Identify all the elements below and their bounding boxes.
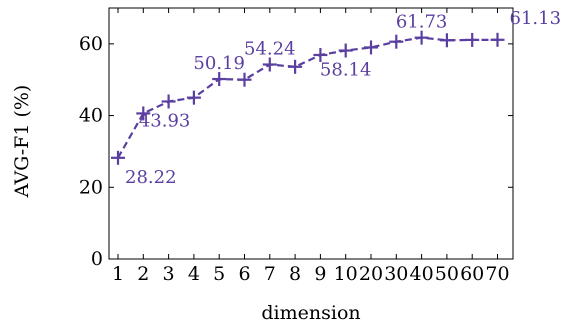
x-axis-title: dimension — [261, 302, 360, 324]
data-point-marker — [313, 47, 328, 62]
x-tick-label: 40 — [410, 263, 434, 285]
x-tick-label: 60 — [460, 263, 484, 285]
data-label: 61.73 — [396, 12, 448, 33]
data-point-marker — [212, 72, 227, 87]
x-tick-label: 20 — [359, 263, 383, 285]
x-tick-label: 70 — [485, 263, 509, 285]
y-tick-label: 40 — [79, 105, 103, 127]
data-point-marker — [414, 30, 429, 45]
y-tick-label: 20 — [79, 176, 103, 198]
x-tick-label: 5 — [213, 263, 225, 285]
y-tick-label: 0 — [91, 248, 103, 270]
plot-frame — [108, 7, 514, 260]
y-tick-label: 60 — [79, 33, 103, 55]
data-label: 50.19 — [193, 53, 245, 74]
x-tick-label: 8 — [289, 263, 301, 285]
y-axis-ticks: 0 20 40 60 — [79, 33, 513, 270]
data-point-marker — [490, 32, 505, 47]
data-label: 28.22 — [125, 167, 177, 188]
data-point-marker — [439, 33, 454, 48]
x-tick-label: 50 — [435, 263, 459, 285]
data-point-marker — [389, 34, 404, 49]
x-tick-label: 7 — [264, 263, 276, 285]
data-label: 43.93 — [139, 110, 191, 131]
data-label: 54.24 — [244, 39, 296, 60]
data-point-marker — [186, 90, 201, 105]
x-tick-label: 6 — [238, 263, 250, 285]
x-axis-ticks: 1 2 3 4 5 6 7 8 9 10 20 30 40 50 60 70 — [112, 8, 510, 285]
x-tick-label: 3 — [163, 263, 175, 285]
data-point-marker — [364, 40, 378, 55]
series-path — [117, 36, 498, 159]
data-point-marker — [161, 94, 176, 109]
x-tick-label: 30 — [384, 263, 408, 285]
data-point-marker — [465, 32, 480, 47]
x-tick-label: 4 — [188, 263, 200, 285]
x-tick-label: 9 — [314, 263, 326, 285]
data-point-marker — [136, 106, 151, 121]
series-markers — [111, 30, 505, 165]
data-point-marker — [338, 43, 353, 58]
data-label: 61.13 — [510, 8, 562, 29]
x-tick-label: 10 — [334, 263, 358, 285]
data-point-marker — [288, 59, 303, 74]
data-point-marker — [111, 150, 125, 165]
data-label: 58.14 — [320, 60, 372, 81]
x-tick-label: 2 — [137, 263, 149, 285]
axes-frame — [108, 7, 514, 260]
data-point-marker — [237, 72, 252, 87]
x-tick-label: 1 — [112, 263, 124, 285]
y-axis-title: AVG-F1 (%) — [11, 85, 33, 199]
data-point-marker — [262, 57, 277, 72]
series-line — [117, 36, 498, 159]
